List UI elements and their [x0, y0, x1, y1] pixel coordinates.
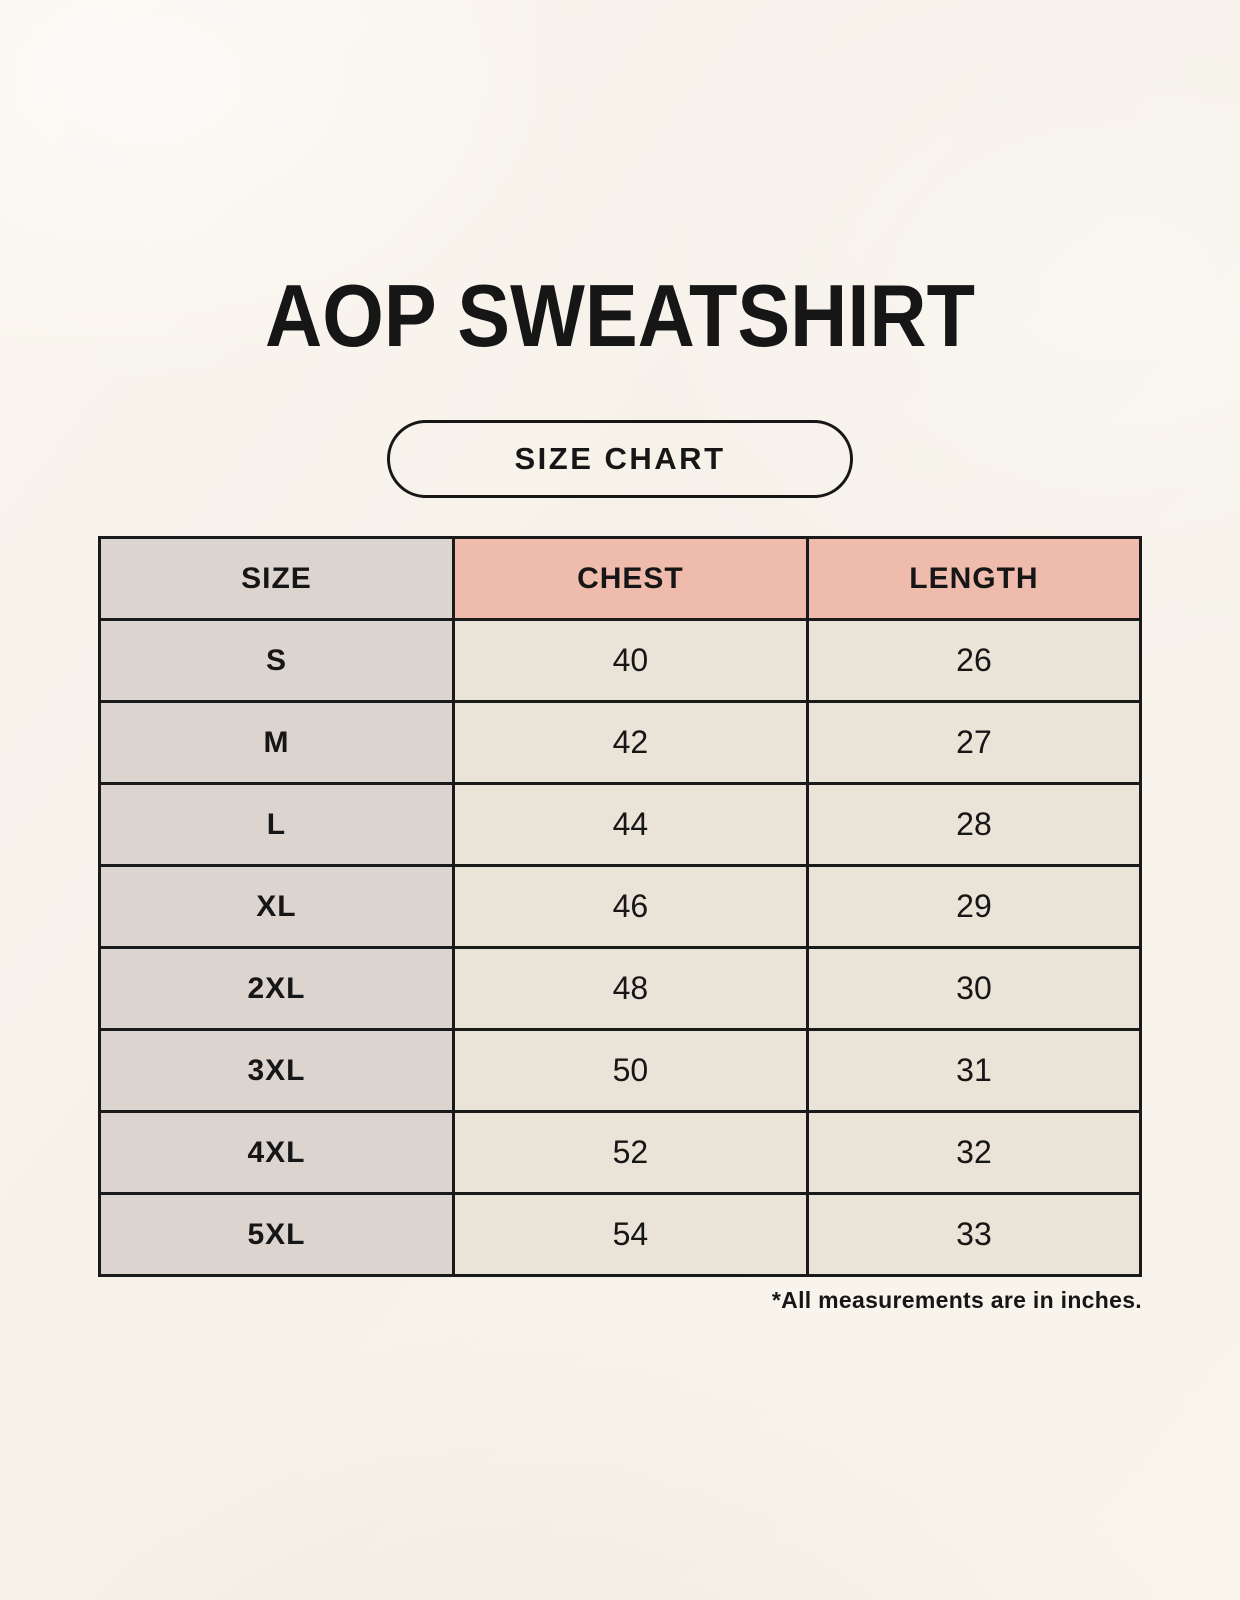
size-label: 2XL: [98, 946, 455, 1032]
table-row: 4XL 52 32: [98, 1110, 1143, 1196]
length-value: 28: [805, 782, 1143, 868]
table-row: 3XL 50 31: [98, 1028, 1143, 1114]
chest-value: 48: [451, 946, 809, 1032]
length-value: 30: [805, 946, 1143, 1032]
size-label: M: [98, 700, 455, 786]
column-header-chest: CHEST: [451, 536, 809, 622]
table-row: 5XL 54 33: [98, 1192, 1143, 1278]
size-label: XL: [98, 864, 455, 950]
chest-value: 46: [451, 864, 809, 950]
length-value: 32: [805, 1110, 1143, 1196]
length-value: 31: [805, 1028, 1143, 1114]
size-label: 4XL: [98, 1110, 455, 1196]
column-header-size: SIZE: [98, 536, 455, 622]
table-row: L 44 28: [98, 782, 1143, 868]
length-value: 27: [805, 700, 1143, 786]
length-value: 29: [805, 864, 1143, 950]
table-row: XL 46 29: [98, 864, 1143, 950]
size-label: 3XL: [98, 1028, 455, 1114]
size-chart-badge-label: SIZE CHART: [514, 441, 726, 477]
table-header-row: SIZE CHEST LENGTH: [98, 536, 1143, 622]
size-label: L: [98, 782, 455, 868]
chest-value: 50: [451, 1028, 809, 1114]
table-row: 2XL 48 30: [98, 946, 1143, 1032]
table-row: M 42 27: [98, 700, 1143, 786]
column-header-length: LENGTH: [805, 536, 1143, 622]
chest-value: 42: [451, 700, 809, 786]
chest-value: 52: [451, 1110, 809, 1196]
page-title: AOP SWEATSHIRT: [265, 266, 975, 365]
measurements-footnote: *All measurements are in inches.: [771, 1287, 1142, 1314]
table-row: S 40 26: [98, 618, 1143, 704]
size-table: SIZE CHEST LENGTH S 40 26 M 42 27 L 44 2…: [98, 536, 1143, 1278]
chest-value: 54: [451, 1192, 809, 1278]
size-label: 5XL: [98, 1192, 455, 1278]
chest-value: 40: [451, 618, 809, 704]
length-value: 26: [805, 618, 1143, 704]
size-label: S: [98, 618, 455, 704]
chest-value: 44: [451, 782, 809, 868]
size-chart-badge: SIZE CHART: [387, 420, 853, 499]
length-value: 33: [805, 1192, 1143, 1278]
